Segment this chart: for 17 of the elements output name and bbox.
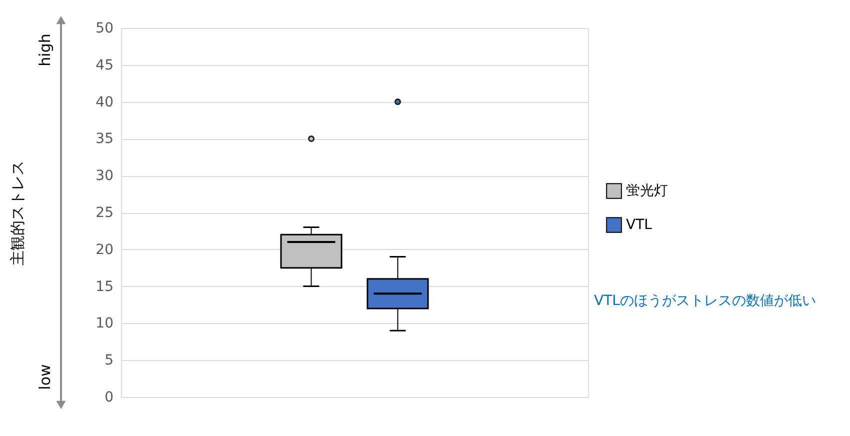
y-tick-label: 25 [96, 205, 114, 221]
y-tick-label: 0 [104, 390, 114, 406]
y-axis-title: 主観的ストレス [8, 160, 27, 266]
y-tick-label: 15 [96, 278, 114, 295]
text: high [36, 34, 54, 66]
legend-label: VTL [626, 216, 652, 233]
y-tick-label: 45 [96, 57, 114, 74]
y-tick-label: 40 [96, 94, 114, 110]
y-tick-label: 30 [96, 168, 114, 184]
legend-label: 蛍光灯 [626, 182, 668, 199]
y-tick-label: 20 [96, 242, 114, 258]
text: low [36, 364, 54, 390]
text: VTLのほうがストレスの数値が低い [594, 293, 816, 310]
y-tick-label: 50 [96, 20, 114, 36]
y-tick-label: 10 [96, 316, 114, 332]
y-tick-label: 5 [104, 352, 114, 369]
y-tick-label: 35 [96, 131, 114, 148]
